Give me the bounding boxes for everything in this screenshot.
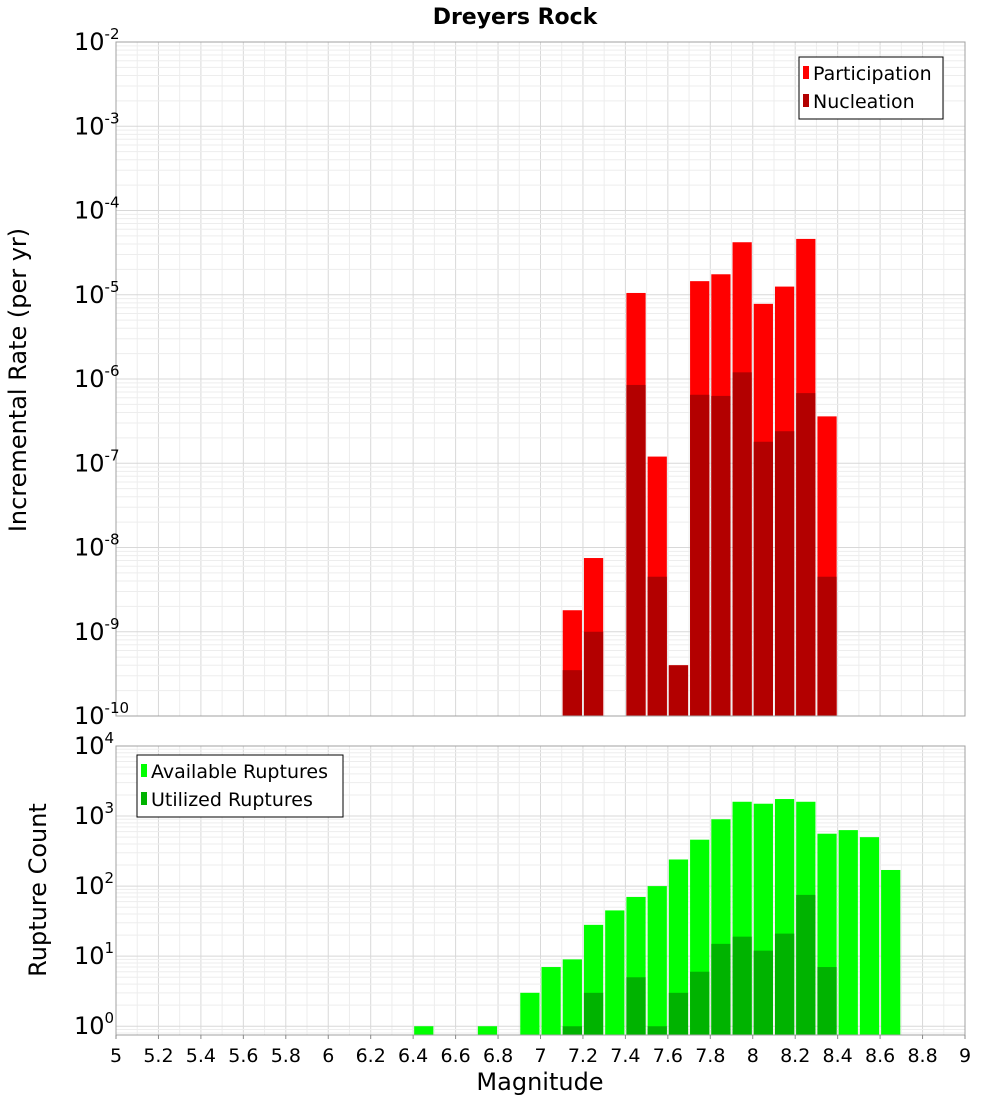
bar-available-ruptures	[647, 886, 667, 1035]
y-tick-label: 10-3	[74, 109, 120, 140]
bar-nucleation	[690, 394, 710, 716]
bar-available-ruptures	[414, 1026, 434, 1035]
legend-entry: Utilized Ruptures	[151, 789, 313, 811]
legend-box	[798, 56, 944, 120]
bar-nucleation	[753, 441, 773, 716]
bar-utilized-ruptures	[690, 971, 710, 1035]
bar-nucleation	[583, 631, 604, 716]
bar-nucleation	[817, 576, 837, 716]
legend-entry: Available Ruptures	[151, 761, 328, 783]
x-tick-label: 6.8	[483, 1045, 513, 1067]
bar-utilized-ruptures	[753, 950, 773, 1035]
bottom-y-axis-label: Rupture Count	[24, 803, 52, 977]
x-tick-label: 5.2	[143, 1045, 173, 1067]
rate-panel: 10-10 10-9 10-8 10-7 10-6 10-5 10-4 10-3 10-2 Par…	[74, 25, 966, 730]
bar-available-ruptures	[541, 967, 561, 1035]
x-tick-label: 8.4	[823, 1045, 853, 1067]
bar-available-ruptures	[520, 992, 540, 1035]
x-tick-label: 6.4	[398, 1045, 428, 1067]
y-tick-label: 103	[74, 799, 114, 830]
x-tick-label: 7.6	[653, 1045, 683, 1067]
bar-utilized-ruptures	[796, 894, 816, 1035]
x-tick-label: 6.2	[356, 1045, 386, 1067]
x-tick-label: 8.6	[865, 1045, 895, 1067]
bar-utilized-ruptures	[562, 1026, 582, 1035]
bar-nucleation	[562, 670, 582, 716]
y-tick-label: 10-2	[74, 25, 120, 56]
x-tick-label: 5.8	[271, 1045, 301, 1067]
bar-available-ruptures	[859, 837, 880, 1035]
y-tick-label: 104	[74, 729, 114, 760]
y-tick-label: 10-7	[74, 446, 120, 477]
bar-utilized-ruptures	[647, 1026, 667, 1035]
bar-utilized-ruptures	[626, 977, 646, 1035]
y-tick-label: 101	[74, 939, 114, 970]
legend-swatch	[141, 792, 147, 805]
legend-swatch	[141, 764, 147, 777]
y-tick-label: 10-5	[74, 278, 120, 309]
legend-box	[136, 754, 344, 818]
legend-swatch	[803, 66, 809, 79]
bar-utilized-ruptures	[711, 943, 731, 1035]
y-tick-label: 10-4	[74, 194, 120, 225]
plot-frame	[115, 41, 966, 717]
chart-title: Dreyers Rock	[433, 5, 599, 30]
x-tick-label: 8.2	[780, 1045, 810, 1067]
x-tick-label: 8.8	[907, 1045, 937, 1067]
bar-nucleation	[774, 431, 795, 716]
x-tick-label: 7.8	[695, 1045, 725, 1067]
y-tick-label: 10-10	[74, 699, 129, 730]
x-tick-label: 8	[747, 1045, 759, 1067]
bar-available-ruptures	[838, 830, 858, 1035]
legend-entry: Participation	[813, 63, 932, 85]
bar-available-ruptures	[477, 1026, 498, 1035]
bar-utilized-ruptures	[583, 992, 604, 1035]
legend-entry: Nucleation	[813, 91, 915, 113]
x-tick-label: 7.2	[568, 1045, 598, 1067]
bar-nucleation	[668, 665, 689, 716]
x-tick-label: 5	[110, 1045, 122, 1067]
rupture-count-panel: 100 101 102 103 104 5 5.2 5.4 5.6 5.8 6 6.2 6.4 6.6 6.…	[74, 729, 971, 1067]
x-tick-label: 6.6	[440, 1045, 470, 1067]
bar-available-ruptures	[562, 959, 582, 1035]
bar-nucleation	[647, 576, 667, 716]
top-y-axis-label: Incremental Rate (per yr)	[4, 228, 32, 532]
x-tick-label: 6	[322, 1045, 334, 1067]
bar-available-ruptures	[881, 869, 901, 1035]
bar-utilized-ruptures	[774, 933, 795, 1035]
bar-nucleation	[732, 372, 752, 716]
x-tick-label: 7.4	[610, 1045, 640, 1067]
y-tick-label: 10-6	[74, 362, 120, 393]
y-tick-label: 102	[74, 869, 114, 900]
y-tick-label: 100	[74, 1009, 114, 1040]
x-axis-label: Magnitude	[476, 1068, 603, 1096]
x-tick-label: 5.6	[228, 1045, 258, 1067]
bar-nucleation	[626, 384, 646, 716]
bar-available-ruptures	[668, 859, 689, 1035]
bar-utilized-ruptures	[732, 936, 752, 1035]
legend-swatch	[803, 94, 809, 107]
x-tick-label: 9	[959, 1045, 971, 1067]
bar-nucleation	[796, 393, 816, 716]
x-tick-label: 5.4	[186, 1045, 216, 1067]
y-tick-label: 10-9	[74, 615, 120, 646]
bar-available-ruptures	[605, 910, 625, 1035]
bar-nucleation	[711, 395, 731, 716]
y-tick-label: 10-8	[74, 531, 120, 562]
x-tick-label: 7	[534, 1045, 546, 1067]
bar-utilized-ruptures	[817, 967, 837, 1035]
bar-utilized-ruptures	[668, 992, 689, 1035]
